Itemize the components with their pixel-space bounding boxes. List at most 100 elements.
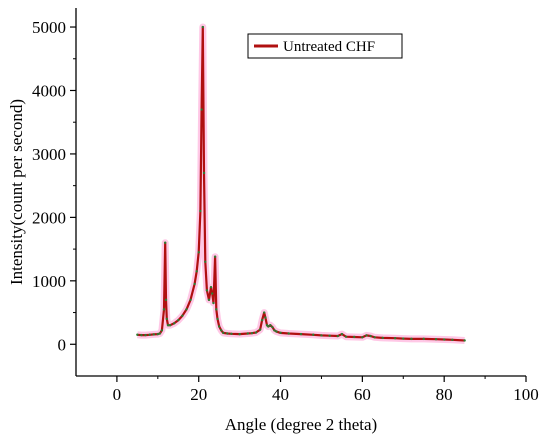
data-point bbox=[195, 270, 198, 273]
data-point bbox=[238, 332, 241, 336]
data-point bbox=[361, 336, 364, 339]
data-point bbox=[164, 298, 168, 302]
data-point bbox=[273, 329, 276, 332]
data-point bbox=[250, 331, 254, 335]
data-point bbox=[328, 334, 331, 337]
data-point bbox=[211, 292, 214, 295]
data-point bbox=[177, 318, 180, 322]
data-point bbox=[369, 334, 372, 338]
data-point bbox=[260, 318, 264, 322]
data-point bbox=[215, 308, 218, 311]
data-point bbox=[140, 333, 143, 337]
data-point bbox=[402, 337, 405, 340]
data-point bbox=[181, 314, 184, 317]
data-point bbox=[148, 333, 151, 336]
data-point bbox=[202, 171, 206, 175]
data-point bbox=[451, 338, 454, 342]
y-tick-label: 1000 bbox=[32, 272, 66, 291]
legend-label: Untreated CHF bbox=[283, 39, 375, 55]
x-tick-group: 0 20 40 60 80 100 bbox=[113, 376, 539, 404]
data-point bbox=[246, 332, 250, 335]
data-point bbox=[312, 333, 315, 336]
x-tick-label: 60 bbox=[354, 385, 371, 404]
data-point bbox=[264, 316, 267, 319]
data-point bbox=[365, 334, 368, 337]
data-point bbox=[216, 317, 219, 321]
data-point bbox=[336, 334, 340, 338]
data-point bbox=[185, 308, 188, 311]
y-tick-label: 0 bbox=[58, 335, 67, 354]
data-point bbox=[204, 260, 207, 263]
data-point bbox=[136, 333, 139, 336]
data-point bbox=[172, 322, 176, 325]
data-point bbox=[152, 333, 155, 336]
data-point bbox=[287, 332, 290, 335]
data-point bbox=[193, 282, 196, 286]
data-point bbox=[163, 241, 167, 244]
data-point bbox=[258, 328, 262, 331]
data-point bbox=[197, 251, 200, 254]
x-tick-label: 0 bbox=[113, 385, 122, 404]
data-point bbox=[168, 324, 172, 327]
data-point bbox=[144, 333, 147, 337]
data-point bbox=[320, 334, 323, 337]
data-point bbox=[340, 332, 344, 336]
data-point bbox=[160, 329, 164, 332]
data-point bbox=[422, 337, 425, 341]
data-point bbox=[189, 298, 192, 302]
data-point bbox=[463, 339, 466, 342]
y-tick-label: 5000 bbox=[32, 18, 66, 37]
data-point bbox=[271, 325, 274, 329]
series-line bbox=[137, 25, 465, 342]
x-axis-title: Angle (degree 2 theta) bbox=[225, 415, 377, 434]
data-point bbox=[381, 336, 385, 340]
data-point bbox=[393, 337, 397, 340]
data-point bbox=[352, 335, 356, 339]
data-point bbox=[217, 325, 221, 328]
data-point bbox=[207, 298, 211, 302]
y-tick-label: 4000 bbox=[32, 81, 66, 100]
y-tick-label: 2000 bbox=[32, 208, 66, 227]
data-point bbox=[209, 285, 213, 289]
data-point bbox=[254, 331, 258, 334]
data-point bbox=[226, 332, 229, 335]
series-layer bbox=[136, 25, 466, 342]
data-point bbox=[434, 338, 438, 341]
x-tick-label: 100 bbox=[513, 385, 539, 404]
series-glow-layer bbox=[137, 23, 465, 344]
data-point bbox=[205, 289, 209, 292]
y-tick-group: 0 1000 2000 3000 4000 5000 bbox=[32, 18, 76, 354]
data-point bbox=[201, 25, 205, 29]
data-point bbox=[262, 311, 266, 314]
data-point bbox=[230, 332, 233, 336]
y-tick-label: 3000 bbox=[32, 145, 66, 164]
x-tick-label: 80 bbox=[436, 385, 453, 404]
axes-layer: 0 20 40 60 80 100 0 1000 2000 3000 4000 5000 bbox=[32, 8, 539, 404]
data-point bbox=[442, 338, 446, 341]
data-point bbox=[156, 332, 160, 336]
legend: Untreated CHF bbox=[247, 33, 403, 59]
data-point bbox=[166, 324, 170, 327]
data-point bbox=[344, 335, 348, 338]
data-point bbox=[373, 336, 376, 339]
data-point bbox=[299, 332, 303, 336]
y-axis-title: Intensity(count per second) bbox=[7, 99, 26, 285]
data-point bbox=[275, 330, 278, 333]
data-point bbox=[212, 301, 215, 305]
data-point bbox=[162, 308, 166, 311]
data-point bbox=[410, 337, 413, 341]
data-point bbox=[267, 325, 270, 328]
series-glow bbox=[137, 23, 465, 344]
data-point bbox=[269, 324, 272, 327]
data-point bbox=[158, 332, 162, 335]
data-point bbox=[213, 255, 217, 258]
data-point bbox=[199, 209, 202, 213]
x-tick-label: 20 bbox=[190, 385, 207, 404]
data-point bbox=[220, 329, 223, 332]
data-point bbox=[200, 108, 203, 111]
data-point bbox=[222, 331, 225, 335]
x-tick-label: 40 bbox=[272, 385, 289, 404]
data-point bbox=[165, 317, 169, 321]
